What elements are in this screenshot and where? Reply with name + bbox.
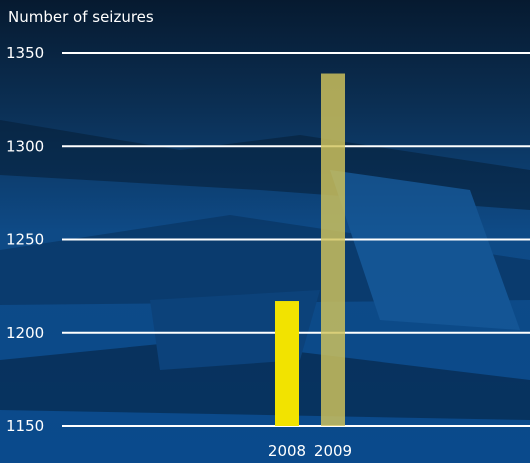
y-tick-label: 1150 [6, 417, 44, 435]
y-tick-label: 1300 [6, 137, 44, 155]
y-tick-label: 1250 [6, 231, 44, 249]
y-tick-label: 1200 [6, 324, 44, 342]
x-tick-label-2009: 2009 [314, 442, 352, 460]
x-tick-labels: 2008 2009 [268, 442, 352, 460]
x-tick-label-2008: 2008 [268, 442, 306, 460]
y-axis-label: Number of seizures [8, 8, 154, 26]
bar-2008 [275, 301, 299, 426]
y-tick-label: 1350 [6, 44, 44, 62]
bar-2009 [321, 73, 345, 426]
y-tick-labels: 1350 1300 1250 1200 1150 [6, 44, 44, 435]
background-photo-shapes [0, 120, 530, 420]
bars [275, 73, 345, 426]
